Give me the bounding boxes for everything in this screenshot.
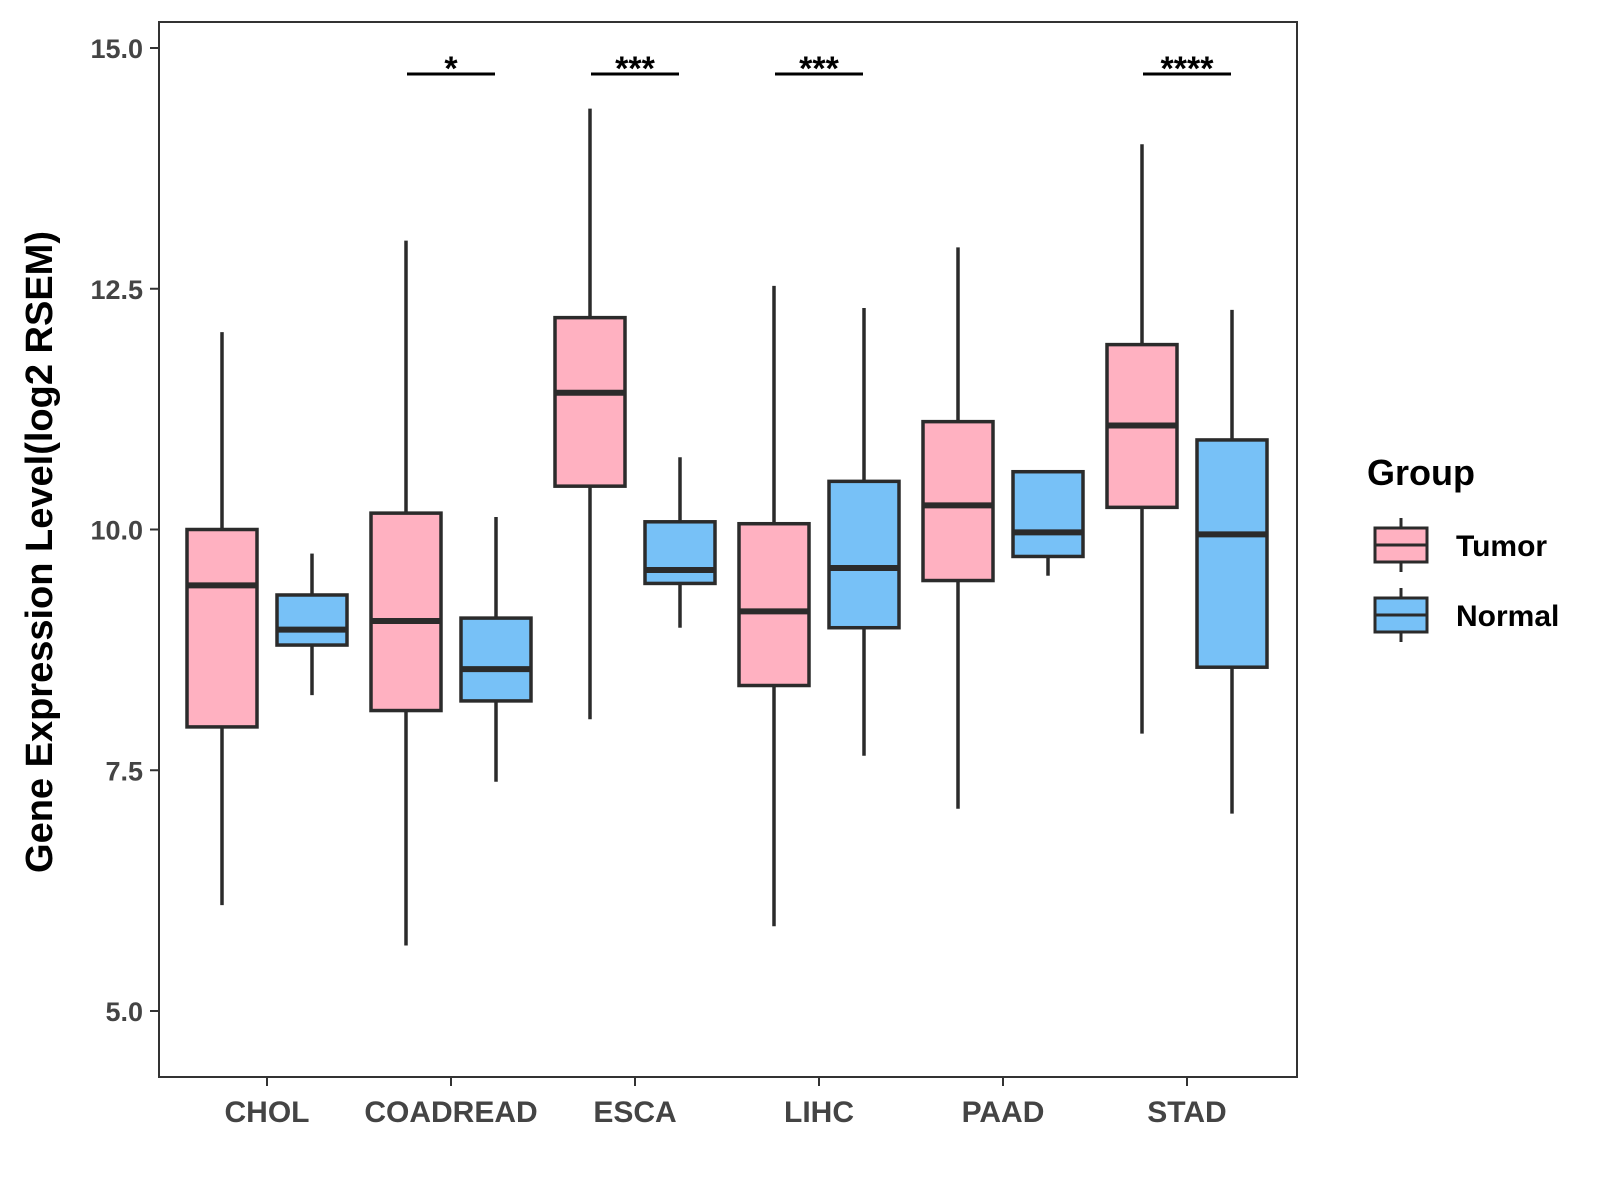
box-tumor-paad <box>921 247 995 809</box>
legend-item-tumor: Tumor <box>1373 518 1547 572</box>
box-body <box>1195 438 1269 669</box>
significance-label: **** <box>1161 50 1215 88</box>
box-tumor-coadread <box>369 240 443 946</box>
box-tumor-stad <box>1105 144 1179 734</box>
legend: Group Tumor Normal <box>1367 452 1559 642</box>
box-body <box>553 315 627 488</box>
panel-border <box>158 21 1298 1078</box>
box-body <box>921 419 995 583</box>
box-normal-lihc <box>827 308 901 756</box>
x-tick-label: CHOL <box>225 1096 310 1129</box>
box-body <box>1011 469 1085 559</box>
significance-coadread: * <box>407 50 495 88</box>
significance-stad: **** <box>1143 50 1231 88</box>
y-tick-label: 10.0 <box>90 516 143 546</box>
box-body <box>737 521 811 688</box>
box-body <box>643 520 717 586</box>
significance-label: *** <box>615 50 655 88</box>
x-tick-label: PAAD <box>962 1096 1045 1129</box>
legend-title: Group <box>1367 452 1475 493</box>
legend-label: Normal <box>1456 600 1559 633</box>
box-normal-coadread <box>459 516 533 782</box>
significance-layer: * *** *** **** <box>407 50 1231 88</box>
y-tick-label: 7.5 <box>105 756 143 786</box>
y-axis-title: Gene Expression Level(log2 RSEM) <box>19 231 61 873</box>
box-normal-stad <box>1195 309 1269 814</box>
box-body <box>459 616 533 703</box>
significance-esca: *** <box>591 50 679 88</box>
box-tumor-esca <box>553 108 627 720</box>
plot-panel <box>158 21 1298 1078</box>
significance-lihc: *** <box>775 50 863 88</box>
box-body <box>827 479 901 630</box>
x-tick-label: LIHC <box>784 1096 854 1129</box>
y-tick-label: 5.0 <box>105 997 143 1027</box>
significance-label: * <box>444 50 458 88</box>
box-tumor-chol <box>185 332 259 906</box>
box-tumor-lihc <box>737 285 811 927</box>
significance-label: *** <box>799 50 839 88</box>
box-body <box>275 593 349 647</box>
box-normal-chol <box>275 553 349 696</box>
box-normal-paad <box>1011 469 1085 576</box>
axes-layer: 5.0 7.5 10.0 12.5 15.0 CHOL COADREAD ESCA LIHC PA… <box>90 34 1226 1129</box>
y-tick-label: 12.5 <box>90 275 143 305</box>
box-body <box>185 527 259 729</box>
box-normal-esca <box>643 457 717 628</box>
legend-item-normal: Normal <box>1373 588 1559 642</box>
x-tick-label: COADREAD <box>364 1096 537 1129</box>
box-layer <box>185 108 1269 946</box>
y-tick-label: 15.0 <box>90 34 143 64</box>
x-tick-label: ESCA <box>593 1096 676 1129</box>
x-tick-label: STAD <box>1147 1096 1226 1129</box>
box-body <box>369 511 443 713</box>
legend-label: Tumor <box>1456 530 1547 563</box>
